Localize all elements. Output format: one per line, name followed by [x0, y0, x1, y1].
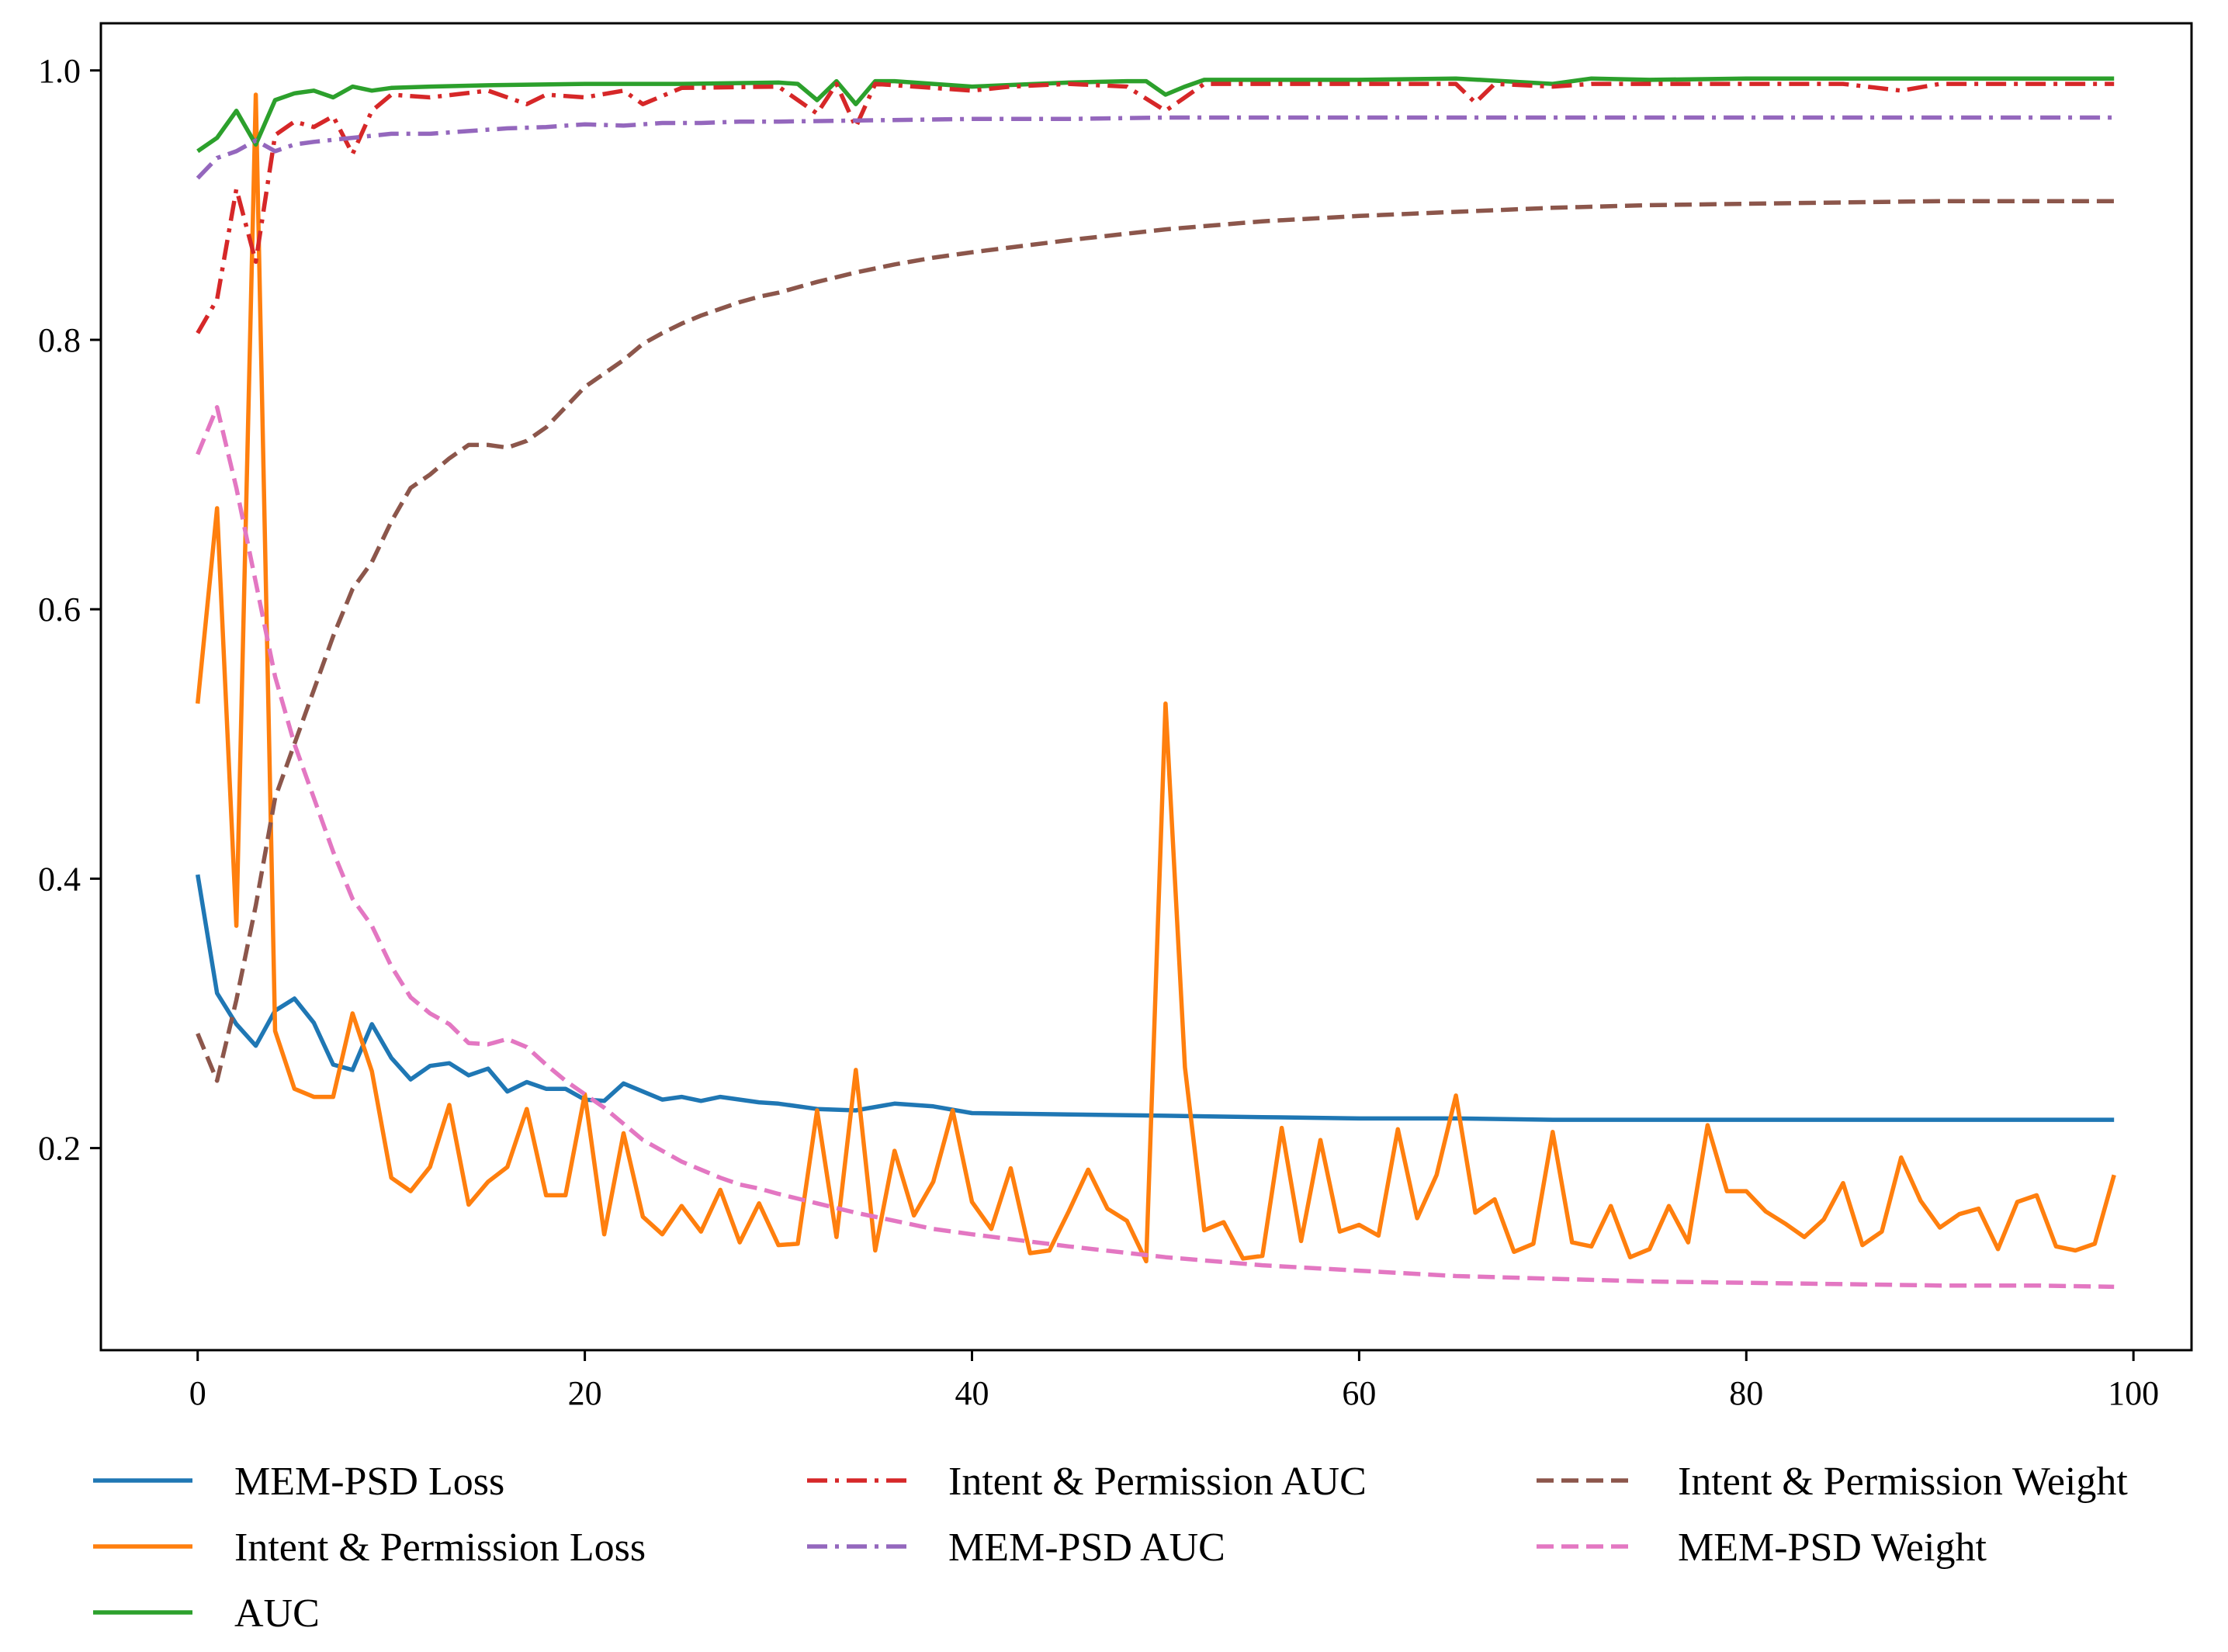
legend-label: Intent & Permission AUC: [948, 1460, 1367, 1504]
legend-label: Intent & Permission Loss: [234, 1526, 646, 1570]
legend: MEM-PSD Loss Intent & Permission Loss AUC I…: [93, 1460, 2128, 1636]
legend-label: MEM-PSD Weight: [1678, 1526, 1987, 1570]
legend-label: AUC: [234, 1591, 320, 1636]
x-tick-label: 60: [1342, 1374, 1376, 1412]
y-tick-label: 1.0: [38, 52, 81, 90]
y-tick-label: 0.2: [38, 1130, 81, 1168]
series-line-intent-permission-loss: [195, 92, 2116, 1264]
x-tick-label: 20: [568, 1374, 602, 1412]
y-axis: 0.2 0.4 0.6 0.8 1.0: [38, 52, 101, 1168]
series-line-mem-psd-auc: [196, 115, 2115, 180]
series-layer: [195, 76, 2116, 1290]
series-line-intent-permission-weight: [196, 199, 2115, 1083]
x-tick-label: 40: [955, 1374, 989, 1412]
x-axis: 0 20 40 60 80 100: [189, 1350, 2159, 1412]
y-tick-label: 0.4: [38, 860, 81, 898]
plot-frame: [99, 22, 2193, 1352]
x-tick-label: 0: [189, 1374, 206, 1412]
x-tick-label: 80: [1729, 1374, 1763, 1412]
legend-label: Intent & Permission Weight: [1678, 1460, 2128, 1504]
x-tick-label: 100: [2108, 1374, 2159, 1412]
y-tick-label: 0.8: [38, 321, 81, 359]
series-line-mem-psd-weight: [196, 405, 2115, 1290]
legend-label: MEM-PSD AUC: [948, 1526, 1225, 1570]
series-line-auc: [196, 76, 2115, 154]
legend-label: MEM-PSD Loss: [234, 1460, 504, 1504]
y-tick-label: 0.6: [38, 590, 81, 629]
